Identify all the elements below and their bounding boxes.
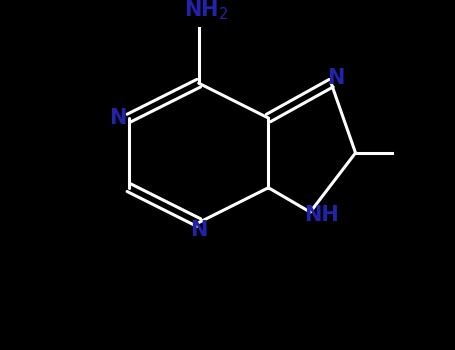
- Text: NH$_2$: NH$_2$: [184, 0, 228, 22]
- Text: NH: NH: [304, 205, 339, 225]
- Text: N: N: [110, 108, 127, 128]
- Text: N: N: [190, 220, 207, 240]
- Text: N: N: [327, 68, 345, 88]
